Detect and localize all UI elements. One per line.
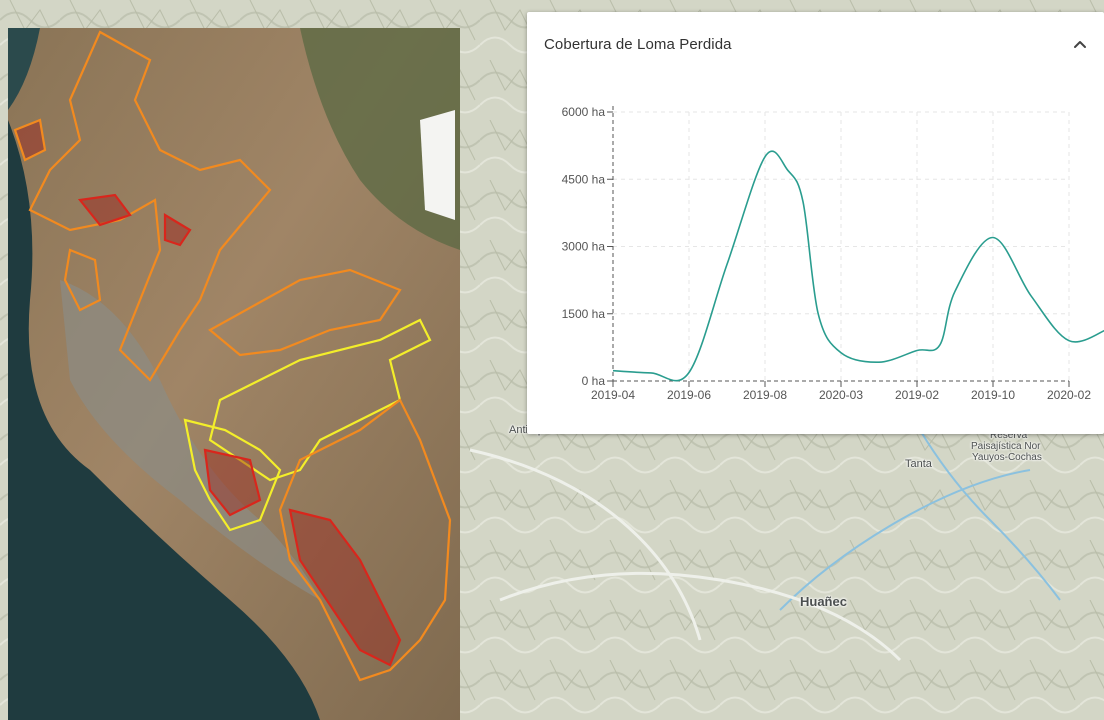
x-tick-label: 2019-10 — [971, 388, 1015, 402]
x-tick-label: 2019-08 — [743, 388, 787, 402]
y-tick-label: 6000 ha — [562, 105, 606, 119]
chart-axes: 0 ha 1500 ha 3000 ha 4500 ha 6000 ha 2019-04 2… — [562, 105, 1092, 402]
x-tick-label: 2020-02 — [1047, 388, 1091, 402]
map-label-paisajistica: Paisajística Nor — [971, 441, 1041, 452]
loma-polygons[interactable] — [13, 30, 452, 682]
chevron-up-icon — [1074, 41, 1086, 48]
line-chart: 0 ha 1500 ha 3000 ha 4500 ha 6000 ha 2019-04 2… — [562, 105, 1104, 402]
y-tick-label: 3000 ha — [562, 240, 606, 254]
x-tick-label: 2019-04 — [591, 388, 635, 402]
chart-grid — [613, 111, 1070, 381]
map-label-yauyos: Yauyos-Cochas — [972, 452, 1042, 463]
x-tick-label: 2019-02 — [895, 388, 939, 402]
panel-title: Cobertura de Loma Perdida — [544, 36, 732, 53]
x-tick-label: 2019-06 — [667, 388, 711, 402]
map-label-huanec: Huañec — [800, 594, 847, 609]
y-tick-label: 0 ha — [582, 374, 606, 388]
y-tick-label: 1500 ha — [562, 307, 606, 321]
satellite-imagery — [8, 28, 460, 720]
x-tick-label: 2020-03 — [819, 388, 863, 402]
chart-panel: Cobertura de Loma Perdida 0 ha 1500 ha 300… — [527, 12, 1104, 434]
map-label-tanta: Tanta — [905, 458, 932, 470]
y-tick-label: 4500 ha — [562, 172, 606, 186]
map-label-reserva: Reserva — [990, 430, 1028, 441]
series-line-cobertura — [612, 150, 1104, 382]
collapse-button[interactable] — [1068, 32, 1092, 56]
chart-series — [612, 150, 1104, 382]
